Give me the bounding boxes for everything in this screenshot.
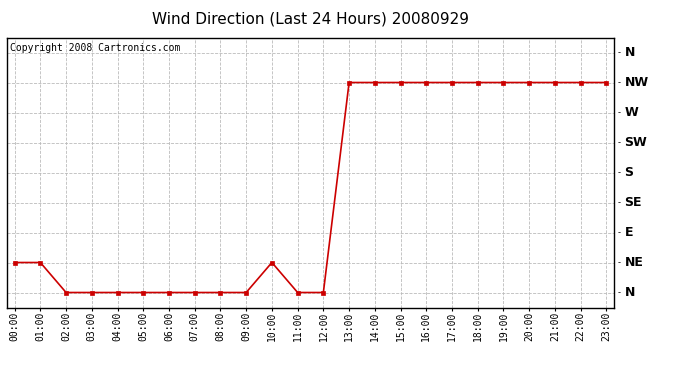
Text: -: - (618, 258, 620, 267)
Text: -: - (618, 78, 620, 87)
Text: Copyright 2008 Cartronics.com: Copyright 2008 Cartronics.com (10, 43, 180, 53)
Text: NE: NE (624, 256, 643, 269)
Text: NW: NW (624, 76, 649, 89)
Text: E: E (624, 226, 633, 239)
Text: Wind Direction (Last 24 Hours) 20080929: Wind Direction (Last 24 Hours) 20080929 (152, 11, 469, 26)
Text: S: S (624, 166, 633, 179)
Text: -: - (618, 198, 620, 207)
Text: W: W (624, 106, 638, 119)
Text: -: - (618, 288, 620, 297)
Text: -: - (618, 108, 620, 117)
Text: -: - (618, 228, 620, 237)
Text: N: N (624, 286, 635, 299)
Text: SE: SE (624, 196, 642, 209)
Text: -: - (618, 48, 620, 57)
Text: -: - (618, 168, 620, 177)
Text: SW: SW (624, 136, 647, 149)
Text: -: - (618, 138, 620, 147)
Text: N: N (624, 46, 635, 59)
